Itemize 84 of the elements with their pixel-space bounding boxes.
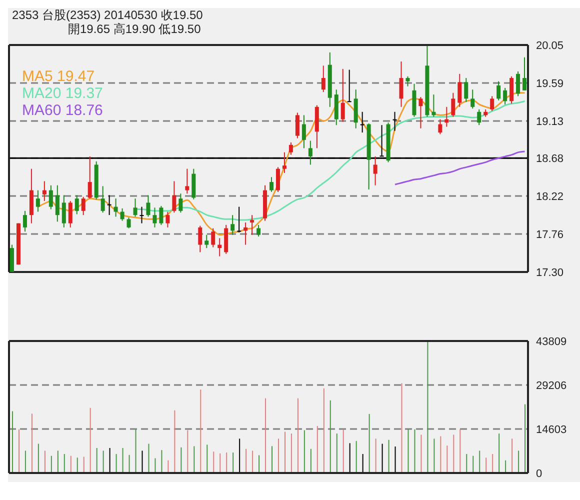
y-tick-label: 20.05 xyxy=(536,40,564,52)
candlestick xyxy=(464,78,468,102)
candlestick xyxy=(133,198,138,218)
candlestick xyxy=(444,106,449,128)
candlestick xyxy=(418,96,423,129)
candlestick xyxy=(81,196,86,216)
chart-title: 2353 台股(2353) 20140530 收19.50 xyxy=(11,8,204,22)
candlestick xyxy=(198,225,202,253)
candlestick xyxy=(477,108,482,126)
candlestick xyxy=(360,111,364,133)
candlestick xyxy=(10,244,14,272)
candlestick xyxy=(516,70,520,97)
candlestick xyxy=(100,186,105,214)
candlestick xyxy=(68,200,72,228)
y-tick-label: 19.59 xyxy=(536,78,564,90)
chart-subtitle: 開19.65 高19.90 低19.50 xyxy=(67,22,202,36)
candlestick xyxy=(55,184,60,222)
y-tick-label: 19.13 xyxy=(536,116,564,128)
candlestick xyxy=(22,210,27,232)
candlestick xyxy=(74,194,79,215)
candlestick xyxy=(522,56,527,91)
candlestick xyxy=(288,142,293,156)
y-tick-label: 17.76 xyxy=(536,228,564,241)
candlestick xyxy=(244,222,248,246)
candlestick xyxy=(438,118,442,135)
candlestick xyxy=(451,92,456,118)
y-tick-label: 43809 xyxy=(536,336,567,348)
candlestick xyxy=(496,80,501,101)
candlestick xyxy=(146,194,150,218)
candlestick xyxy=(237,206,242,233)
candlestick xyxy=(152,207,157,228)
candlestick xyxy=(42,180,46,202)
y-tick-label: 18.22 xyxy=(536,190,564,203)
y-tick-label: 0 xyxy=(536,468,542,480)
candlestick xyxy=(340,68,345,122)
candlestick xyxy=(490,96,494,112)
candlestick xyxy=(107,194,112,216)
candlestick xyxy=(270,176,274,192)
candlestick xyxy=(36,190,40,212)
y-tick-label: 29206 xyxy=(536,380,567,392)
candlestick xyxy=(458,73,462,108)
candlestick xyxy=(218,238,222,257)
candlestick xyxy=(62,194,66,228)
y-tick-label: 18.68 xyxy=(536,152,564,165)
candlestick xyxy=(295,112,300,139)
candlestick xyxy=(276,166,280,192)
candlestick xyxy=(256,224,261,238)
candlestick xyxy=(114,198,118,218)
candlestick xyxy=(399,61,404,108)
candlestick xyxy=(224,224,228,254)
candlestick xyxy=(406,76,410,87)
candlestick xyxy=(373,156,378,186)
candlestick xyxy=(354,89,358,129)
candlestick xyxy=(510,76,514,104)
text: MA20 19.37 xyxy=(22,85,103,102)
candlestick xyxy=(347,69,352,102)
y-tick-label: 14603 xyxy=(536,424,567,436)
candlestick xyxy=(48,184,53,210)
candlestick xyxy=(470,89,475,110)
text: MA60 18.76 xyxy=(22,102,103,119)
candlestick xyxy=(503,87,508,105)
candlestick xyxy=(211,228,216,248)
candlestick xyxy=(308,140,312,166)
candlestick xyxy=(204,234,209,249)
y-tick-label: 17.30 xyxy=(536,266,564,279)
candlestick xyxy=(432,94,436,118)
candlestick xyxy=(250,214,254,236)
candlestick xyxy=(230,214,235,236)
candlestick xyxy=(192,168,196,200)
candlestick xyxy=(159,205,164,226)
candlestick xyxy=(282,152,286,174)
candlestick xyxy=(178,193,183,214)
line-series xyxy=(394,150,526,186)
candlestick xyxy=(120,208,124,222)
candlestick xyxy=(185,168,190,194)
candlestick xyxy=(166,211,170,228)
candlestick xyxy=(126,217,131,229)
candlestick xyxy=(321,65,326,93)
candlestick xyxy=(88,156,92,200)
candlestick xyxy=(392,111,397,132)
candlestick xyxy=(302,114,306,149)
candlestick xyxy=(140,206,144,224)
text: MA5 19.47 xyxy=(22,68,96,85)
candlestick xyxy=(172,180,176,214)
